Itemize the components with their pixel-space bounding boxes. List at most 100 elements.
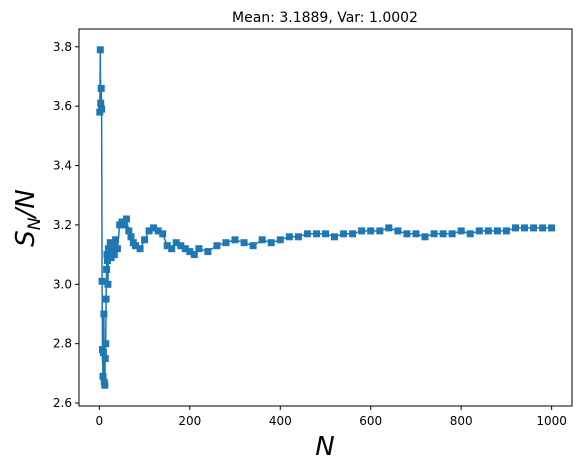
x-tick-label: 800 — [450, 414, 473, 428]
data-point — [141, 236, 149, 244]
data-point — [475, 227, 483, 235]
data-point — [249, 242, 257, 250]
data-point — [385, 224, 393, 232]
data-point — [99, 349, 107, 357]
data-point — [132, 242, 139, 250]
x-tick-label: 600 — [359, 414, 382, 428]
data-point — [190, 251, 198, 259]
y-tick-label: 3.4 — [53, 159, 72, 173]
data-point — [102, 295, 110, 303]
data-point — [231, 236, 239, 244]
data-point — [100, 310, 108, 318]
data-point — [530, 224, 538, 232]
data-point — [150, 224, 158, 232]
data-point — [258, 236, 266, 244]
data-point — [276, 236, 284, 244]
data-point — [240, 239, 248, 247]
data-point — [493, 227, 501, 235]
y-axis: 2.6 2.8 3.0 3.2 3.4 3.6 3.8 — [53, 40, 79, 410]
data-point — [340, 230, 348, 238]
y-tick-label: 3.2 — [53, 218, 72, 232]
y-axis-label-main: S — [11, 230, 41, 247]
data-point — [98, 277, 106, 285]
data-point — [101, 355, 109, 362]
data-point — [512, 224, 519, 232]
data-point — [457, 227, 465, 235]
x-axis: 0 200 400 600 800 1000 — [96, 406, 567, 428]
data-point — [294, 233, 302, 241]
data-point — [213, 242, 221, 250]
data-point — [222, 239, 230, 247]
data-point — [98, 105, 106, 113]
x-tick-label: 400 — [269, 414, 292, 428]
data-point — [394, 227, 402, 235]
data-point — [484, 227, 492, 235]
data-point — [97, 84, 105, 92]
data-point — [186, 248, 194, 256]
y-tick-label: 3.0 — [53, 277, 72, 291]
data-point — [466, 230, 474, 238]
x-axis-label: N — [315, 432, 334, 462]
x-tick-label: 200 — [178, 414, 201, 428]
data-point — [172, 239, 180, 247]
data-point — [367, 227, 375, 235]
y-axis-label-subscript: N — [25, 217, 45, 230]
data-point — [109, 242, 117, 250]
x-tick-label: 0 — [96, 414, 104, 428]
data-point — [322, 230, 329, 238]
data-point — [103, 265, 111, 273]
data-point — [96, 46, 104, 54]
data-point — [331, 233, 338, 241]
chart-title: Mean: 3.1889, Var: 1.0002 — [232, 10, 418, 26]
data-point — [521, 224, 528, 232]
data-point — [439, 230, 447, 238]
data-point — [136, 245, 144, 253]
data-point — [412, 230, 420, 238]
data-point — [104, 280, 112, 288]
data-point — [195, 245, 203, 253]
data-point — [104, 245, 112, 253]
data-point — [127, 233, 135, 241]
axes-frame — [78, 28, 573, 407]
data-point — [113, 245, 121, 253]
data-point — [313, 230, 320, 238]
y-axis-label-tail: /N — [11, 189, 41, 219]
data-point — [181, 245, 189, 253]
y-tick-label: 3.8 — [53, 40, 72, 54]
y-axis-label: SN/N — [11, 189, 45, 246]
data-point — [430, 230, 438, 238]
data-point — [403, 230, 411, 238]
data-point — [159, 230, 167, 238]
data-point — [120, 221, 128, 229]
data-point — [303, 230, 311, 238]
data-point — [145, 227, 153, 235]
data-point — [177, 242, 185, 250]
data-point — [539, 224, 547, 232]
data-point — [163, 242, 171, 250]
data-point — [104, 257, 111, 264]
data-point — [502, 227, 510, 235]
plot-area — [96, 46, 556, 389]
data-point — [110, 251, 118, 259]
data-point — [349, 230, 357, 238]
data-point — [285, 233, 293, 241]
y-tick-label: 2.8 — [53, 337, 72, 351]
data-point — [101, 381, 109, 389]
data-point — [267, 239, 275, 247]
data-point — [154, 227, 162, 235]
y-tick-label: 2.6 — [53, 396, 72, 410]
x-tick-label: 1000 — [536, 414, 567, 428]
data-point — [376, 227, 384, 235]
data-point — [97, 99, 105, 107]
data-point — [421, 233, 429, 241]
data-point — [204, 248, 212, 256]
data-point — [102, 340, 110, 348]
data-point — [358, 227, 366, 235]
y-tick-label: 3.6 — [53, 99, 72, 113]
data-point — [112, 236, 120, 244]
data-point — [548, 224, 556, 232]
data-point — [125, 227, 133, 235]
data-point — [448, 230, 456, 238]
data-point — [123, 215, 130, 223]
